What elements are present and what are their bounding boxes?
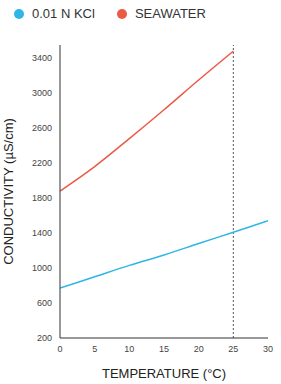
svg-text:5: 5: [92, 344, 97, 354]
svg-text:0: 0: [57, 344, 62, 354]
svg-text:600: 600: [37, 298, 52, 308]
svg-text:1800: 1800: [32, 193, 52, 203]
svg-text:15: 15: [159, 344, 169, 354]
svg-text:2600: 2600: [32, 123, 52, 133]
svg-text:25: 25: [228, 344, 238, 354]
svg-text:TEMPERATURE (°C): TEMPERATURE (°C): [102, 366, 226, 381]
svg-text:3400: 3400: [32, 53, 52, 63]
svg-text:2200: 2200: [32, 158, 52, 168]
html-text:SEAWATER: SEAWATER: [134, 6, 206, 21]
svg-text:1400: 1400: [32, 228, 52, 238]
svg-text:3000: 3000: [32, 88, 52, 98]
svg-text:200: 200: [37, 333, 52, 343]
svg-text:30: 30: [263, 344, 273, 354]
html-text:0.01 N KCl: 0.01 N KCl: [32, 6, 95, 21]
svg-text:20: 20: [194, 344, 204, 354]
svg-text:1000: 1000: [32, 263, 52, 273]
svg-text:10: 10: [124, 344, 134, 354]
svg-text:CONDUCTIVITY (µS/cm): CONDUCTIVITY (µS/cm): [8, 118, 16, 265]
